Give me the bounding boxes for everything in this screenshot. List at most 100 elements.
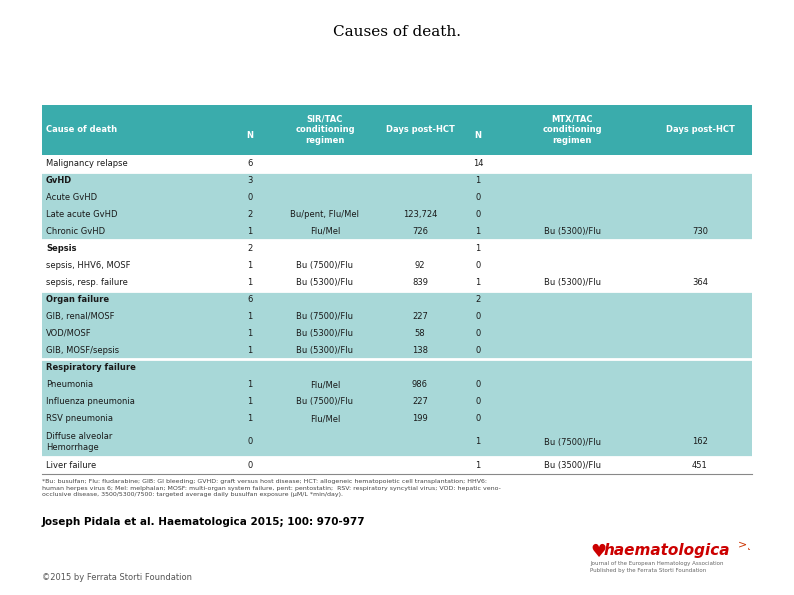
- Text: Bu (5300)/Flu: Bu (5300)/Flu: [296, 329, 353, 338]
- Text: Joseph Pidala et al. Haematologica 2015; 100: 970-977: Joseph Pidala et al. Haematologica 2015;…: [42, 517, 365, 527]
- Bar: [42, 457, 752, 474]
- Text: Pneumonia: Pneumonia: [46, 380, 93, 389]
- Text: Days post-HCT: Days post-HCT: [386, 126, 454, 134]
- Bar: [42, 206, 752, 223]
- Text: Bu (3500)/Flu: Bu (3500)/Flu: [544, 461, 600, 470]
- Bar: [42, 393, 752, 410]
- Text: GvHD: GvHD: [46, 176, 72, 185]
- Bar: [42, 410, 752, 427]
- Text: 0: 0: [476, 210, 480, 219]
- Text: 14: 14: [472, 159, 484, 168]
- Text: 1: 1: [476, 176, 480, 185]
- Text: 0: 0: [476, 261, 480, 270]
- Text: sepsis, HHV6, MOSF: sepsis, HHV6, MOSF: [46, 261, 130, 270]
- Text: 2: 2: [476, 295, 480, 304]
- Text: Influenza pneumonia: Influenza pneumonia: [46, 397, 135, 406]
- Text: Bu (5300)/Flu: Bu (5300)/Flu: [296, 346, 353, 355]
- Text: Malignancy relapse: Malignancy relapse: [46, 159, 128, 168]
- Text: 0: 0: [248, 461, 252, 470]
- Bar: [42, 342, 752, 359]
- Text: Flu/Mel: Flu/Mel: [310, 227, 340, 236]
- Text: Late acute GvHD: Late acute GvHD: [46, 210, 118, 219]
- Text: 986: 986: [412, 380, 428, 389]
- Bar: [42, 376, 752, 393]
- Text: 123,724: 123,724: [403, 210, 437, 219]
- Text: 1: 1: [248, 312, 252, 321]
- Text: 839: 839: [412, 278, 428, 287]
- Bar: [42, 223, 752, 240]
- Text: 2: 2: [248, 244, 252, 253]
- Text: 0: 0: [476, 329, 480, 338]
- Text: Bu (7500)/Flu: Bu (7500)/Flu: [544, 437, 600, 446]
- Text: 1: 1: [476, 227, 480, 236]
- Bar: [42, 257, 752, 274]
- Text: 162: 162: [692, 437, 708, 446]
- Text: Bu (7500)/Flu: Bu (7500)/Flu: [296, 397, 353, 406]
- Text: 2: 2: [248, 210, 252, 219]
- Text: 227: 227: [412, 312, 428, 321]
- Text: Cause of death: Cause of death: [46, 126, 118, 134]
- Text: 1: 1: [248, 414, 252, 423]
- Text: Journal of the European Hematology Association: Journal of the European Hematology Assoc…: [590, 561, 723, 566]
- Text: sepsis, resp. failure: sepsis, resp. failure: [46, 278, 128, 287]
- Text: Bu (5300)/Flu: Bu (5300)/Flu: [544, 278, 600, 287]
- Text: Causes of death.: Causes of death.: [333, 25, 461, 39]
- Text: Bu (7500)/Flu: Bu (7500)/Flu: [296, 312, 353, 321]
- Text: ©2015 by Ferrata Storti Foundation: ©2015 by Ferrata Storti Foundation: [42, 573, 192, 582]
- Text: 0: 0: [476, 193, 480, 202]
- Text: ♥: ♥: [590, 543, 606, 561]
- Bar: [42, 325, 752, 342]
- Text: RSV pneumonia: RSV pneumonia: [46, 414, 113, 423]
- Text: Flu/Mel: Flu/Mel: [310, 380, 340, 389]
- Text: 138: 138: [412, 346, 428, 355]
- Text: Flu/Mel: Flu/Mel: [310, 414, 340, 423]
- Text: 451: 451: [692, 461, 708, 470]
- Text: Chronic GvHD: Chronic GvHD: [46, 227, 105, 236]
- Text: 1: 1: [248, 397, 252, 406]
- Text: 0: 0: [248, 193, 252, 202]
- Text: N: N: [246, 131, 253, 140]
- Text: GIB, MOSF/sepsis: GIB, MOSF/sepsis: [46, 346, 119, 355]
- Bar: [42, 291, 752, 308]
- Text: Diffuse alveolar
Hemorrhage: Diffuse alveolar Hemorrhage: [46, 433, 113, 452]
- Text: 1: 1: [248, 346, 252, 355]
- Bar: [42, 155, 752, 172]
- Text: 1: 1: [248, 261, 252, 270]
- Text: MTX/TAC
conditioning
regimen: MTX/TAC conditioning regimen: [542, 115, 602, 145]
- Text: 364: 364: [692, 278, 708, 287]
- Text: 1: 1: [248, 278, 252, 287]
- Text: 58: 58: [414, 329, 426, 338]
- Bar: [42, 359, 752, 376]
- Bar: [42, 274, 752, 291]
- Text: SIR/TAC
conditioning
regimen: SIR/TAC conditioning regimen: [295, 115, 355, 145]
- Text: Bu (5300)/Flu: Bu (5300)/Flu: [544, 227, 600, 236]
- Bar: [42, 172, 752, 189]
- Text: 227: 227: [412, 397, 428, 406]
- Text: 6: 6: [247, 159, 252, 168]
- Text: 1: 1: [476, 244, 480, 253]
- Text: Respiratory failure: Respiratory failure: [46, 363, 136, 372]
- Text: 730: 730: [692, 227, 708, 236]
- Text: Published by the Ferrata Storti Foundation: Published by the Ferrata Storti Foundati…: [590, 568, 706, 573]
- Text: Sepsis: Sepsis: [46, 244, 76, 253]
- Text: 1: 1: [476, 437, 480, 446]
- Text: VOD/MOSF: VOD/MOSF: [46, 329, 91, 338]
- Text: GIB, renal/MOSF: GIB, renal/MOSF: [46, 312, 114, 321]
- Text: Days post-HCT: Days post-HCT: [665, 126, 734, 134]
- Text: 0: 0: [476, 414, 480, 423]
- Text: 3: 3: [247, 176, 252, 185]
- Bar: [42, 189, 752, 206]
- Text: 1: 1: [248, 227, 252, 236]
- Text: 1: 1: [476, 278, 480, 287]
- Text: Bu (7500)/Flu: Bu (7500)/Flu: [296, 261, 353, 270]
- Text: 0: 0: [248, 437, 252, 446]
- Text: Organ failure: Organ failure: [46, 295, 109, 304]
- Text: 0: 0: [476, 397, 480, 406]
- Text: 0: 0: [476, 346, 480, 355]
- Text: 726: 726: [412, 227, 428, 236]
- Bar: [42, 308, 752, 325]
- Text: 1: 1: [476, 461, 480, 470]
- Text: *Bu: busulfan; Flu: fludarabine; GIB: GI bleeding; GVHD: graft versus host disea: *Bu: busulfan; Flu: fludarabine; GIB: GI…: [42, 479, 501, 497]
- Text: Liver failure: Liver failure: [46, 461, 96, 470]
- Bar: [42, 240, 752, 257]
